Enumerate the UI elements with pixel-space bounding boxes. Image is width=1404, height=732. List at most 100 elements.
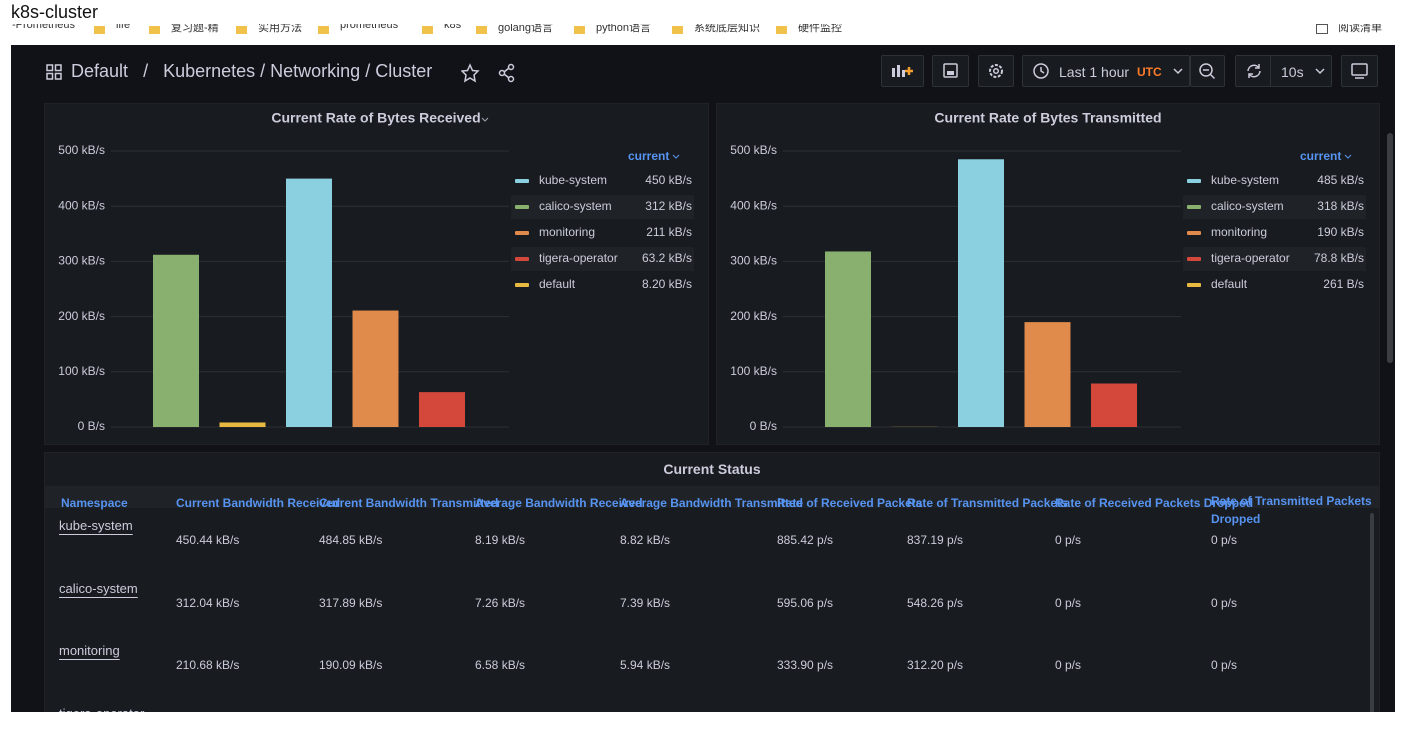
bookmark[interactable]: 复习题-精 [171, 24, 219, 35]
legend-swatch [515, 257, 529, 261]
time-picker[interactable]: Last 1 hour UTC [1022, 55, 1190, 87]
legend-swatch [515, 283, 529, 287]
bookmark[interactable]: golang语言 [498, 24, 553, 35]
page-scrollbar[interactable] [1387, 133, 1393, 363]
folder-icon [318, 26, 329, 34]
bar [1025, 322, 1071, 427]
bookmark[interactable]: k8s [444, 24, 461, 31]
legend-sort-caret [1345, 155, 1351, 158]
column-header[interactable]: Rate of Received Packets [777, 496, 922, 510]
y-tick-label: 300 kB/s [58, 254, 105, 268]
folder-icon [149, 26, 160, 34]
refresh-picker[interactable]: 10s [1235, 55, 1332, 87]
legend-swatch [515, 205, 529, 209]
y-tick-label: 100 kB/s [58, 364, 105, 378]
grid-icon [45, 63, 63, 81]
legend-swatch [515, 231, 529, 235]
legend-label[interactable]: tigera-operator [539, 251, 618, 265]
namespace-link[interactable]: tigera-operator [59, 706, 144, 713]
y-tick-label: 100 kB/s [730, 364, 777, 378]
breadcrumb-separator: / [143, 61, 148, 81]
bookmark[interactable]: python语言 [596, 24, 651, 35]
legend-value: 485 kB/s [1317, 173, 1364, 187]
namespace-link[interactable]: calico-system [59, 581, 138, 596]
table-cell: 0 p/s [1055, 596, 1081, 610]
legend-header[interactable]: current [1300, 149, 1341, 163]
column-header[interactable]: Average Bandwidth Received [475, 496, 643, 510]
namespace-link[interactable]: kube-system [59, 518, 133, 533]
bookmark[interactable]: 系统底层知识 [694, 24, 760, 35]
legend-label[interactable]: default [539, 277, 576, 291]
zoom-out-button[interactable] [1190, 55, 1225, 87]
legend-swatch [1187, 257, 1201, 261]
chart: Current Rate of Bytes Transmitted0 B/s10… [717, 104, 1379, 444]
table-cell: 312.20 p/s [907, 658, 963, 672]
column-header[interactable]: Average Bandwidth Transmitted [620, 496, 803, 510]
table-cell: 0 p/s [1211, 533, 1237, 547]
scrollbar[interactable] [1370, 513, 1374, 712]
y-tick-label: 0 B/s [750, 419, 777, 433]
table-cell: 5.94 kB/s [620, 658, 670, 672]
column-header[interactable]: Current Bandwidth Received [176, 496, 340, 510]
column-header[interactable]: Rate of Transmitted Packets Dropped [1211, 492, 1380, 528]
table-cell: 0 p/s [1055, 658, 1081, 672]
legend-label[interactable]: tigera-operator [1211, 251, 1290, 265]
bar [353, 311, 399, 427]
bar [1091, 384, 1137, 427]
table-cell: 312.04 kB/s [176, 596, 239, 610]
legend-value: 211 kB/s [646, 225, 692, 239]
chart-panel: Current Rate of Bytes Transmitted0 B/s10… [716, 103, 1380, 445]
legend-label[interactable]: monitoring [539, 225, 595, 239]
column-header[interactable]: Current Bandwidth Transmitted [319, 496, 498, 510]
table-cell: 317.89 kB/s [319, 596, 382, 610]
legend-label[interactable]: calico-system [1211, 199, 1284, 213]
bookmark[interactable]: 硬件监控 [798, 24, 842, 35]
legend-sort-caret [673, 155, 679, 158]
legend-value: 190 kB/s [1317, 225, 1364, 239]
add-panel-button[interactable] [881, 55, 924, 87]
bookmark[interactable]: prometheus [340, 24, 398, 31]
table-cell: 7.39 kB/s [620, 596, 670, 610]
legend-label[interactable]: kube-system [539, 173, 607, 187]
namespace-link[interactable]: monitoring [59, 643, 120, 658]
legend-value: 63.2 kB/s [642, 251, 692, 265]
legend-label[interactable]: default [1211, 277, 1248, 291]
column-header[interactable]: Namespace [61, 496, 128, 510]
bar [419, 392, 465, 427]
bar [220, 422, 266, 427]
tv-mode-button[interactable] [1341, 55, 1378, 87]
table-cell: 190.09 kB/s [319, 658, 382, 672]
folder-icon [574, 26, 585, 34]
legend-label[interactable]: calico-system [539, 199, 612, 213]
y-tick-label: 300 kB/s [730, 254, 777, 268]
dashboard: Default / Kubernetes / Networking / Clus… [11, 45, 1395, 712]
legend-value: 261 B/s [1323, 277, 1364, 291]
bookmark[interactable]: 实用方法 [258, 24, 302, 35]
legend-header[interactable]: current [628, 149, 669, 163]
table-cell: 885.42 p/s [777, 533, 833, 547]
legend-value: 78.8 kB/s [1314, 251, 1364, 265]
save-button[interactable] [932, 55, 969, 87]
star-icon[interactable] [462, 65, 478, 81]
table-cell: 7.26 kB/s [475, 596, 525, 610]
breadcrumb-home[interactable]: Default [71, 61, 128, 81]
bookmark[interactable]: -Prometheus [12, 24, 75, 31]
breadcrumb: Default / Kubernetes / Networking / Clus… [71, 61, 432, 82]
bar [958, 159, 1004, 427]
title-menu-caret [482, 118, 488, 121]
y-tick-label: 400 kB/s [730, 198, 777, 212]
legend-label[interactable]: monitoring [1211, 225, 1267, 239]
legend-swatch [515, 179, 529, 183]
folder-icon [776, 26, 787, 34]
breadcrumb-path[interactable]: Kubernetes / Networking / Cluster [163, 61, 432, 81]
table-title: Current Status [45, 461, 1379, 477]
legend-label[interactable]: kube-system [1211, 173, 1279, 187]
share-icon[interactable] [500, 65, 514, 82]
y-tick-label: 200 kB/s [730, 309, 777, 323]
column-header[interactable]: Rate of Transmitted Packets [907, 496, 1068, 510]
reading-list[interactable]: 阅读清单 [1338, 24, 1382, 35]
table-cell: 333.90 p/s [777, 658, 833, 672]
settings-button[interactable] [978, 55, 1014, 87]
bookmark[interactable]: life [116, 24, 130, 31]
